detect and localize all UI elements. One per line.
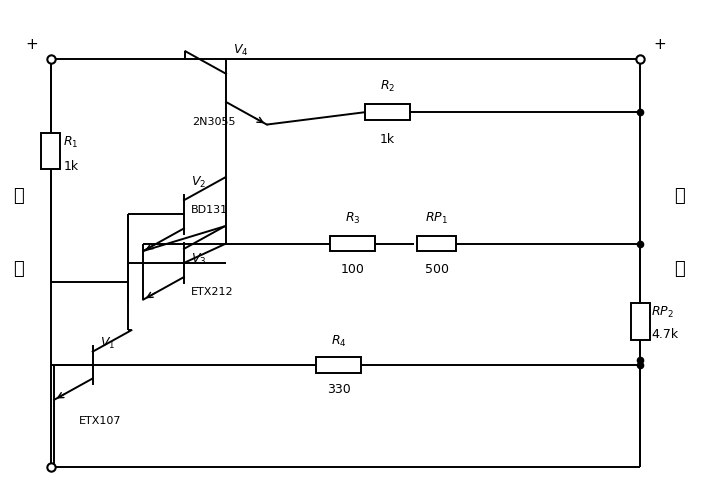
Text: 500: 500 — [425, 263, 449, 275]
Text: $R_3$: $R_3$ — [345, 210, 360, 225]
Text: $RP_1$: $RP_1$ — [425, 210, 448, 225]
Text: 330: 330 — [326, 382, 350, 395]
Text: 输: 输 — [13, 186, 24, 204]
Text: +: + — [25, 38, 38, 52]
Text: 出: 出 — [674, 259, 685, 277]
Text: $RP_2$: $RP_2$ — [651, 305, 674, 320]
Text: 2N3055: 2N3055 — [192, 117, 236, 127]
Bar — [630, 304, 650, 340]
Bar — [330, 236, 375, 252]
Text: 100: 100 — [341, 263, 364, 275]
Text: ETX107: ETX107 — [79, 415, 121, 425]
Bar — [316, 358, 361, 373]
Text: 1k: 1k — [63, 160, 78, 173]
Text: 1k: 1k — [380, 132, 396, 145]
Text: $R_4$: $R_4$ — [331, 333, 346, 348]
Text: $R_2$: $R_2$ — [380, 79, 396, 94]
Text: $R_1$: $R_1$ — [63, 135, 78, 150]
Text: 人: 人 — [13, 259, 24, 277]
Text: $V_1$: $V_1$ — [99, 336, 115, 350]
Text: 输: 输 — [674, 186, 685, 204]
Text: 4.7k: 4.7k — [651, 327, 678, 340]
Bar — [417, 236, 456, 252]
Text: $V_4$: $V_4$ — [233, 43, 249, 58]
Bar — [364, 105, 410, 121]
Bar — [41, 134, 61, 170]
Text: $V_3$: $V_3$ — [191, 252, 207, 267]
Text: BD131: BD131 — [191, 205, 228, 215]
Text: +: + — [653, 38, 666, 52]
Text: $V_2$: $V_2$ — [191, 175, 206, 189]
Text: ETX212: ETX212 — [191, 286, 233, 296]
